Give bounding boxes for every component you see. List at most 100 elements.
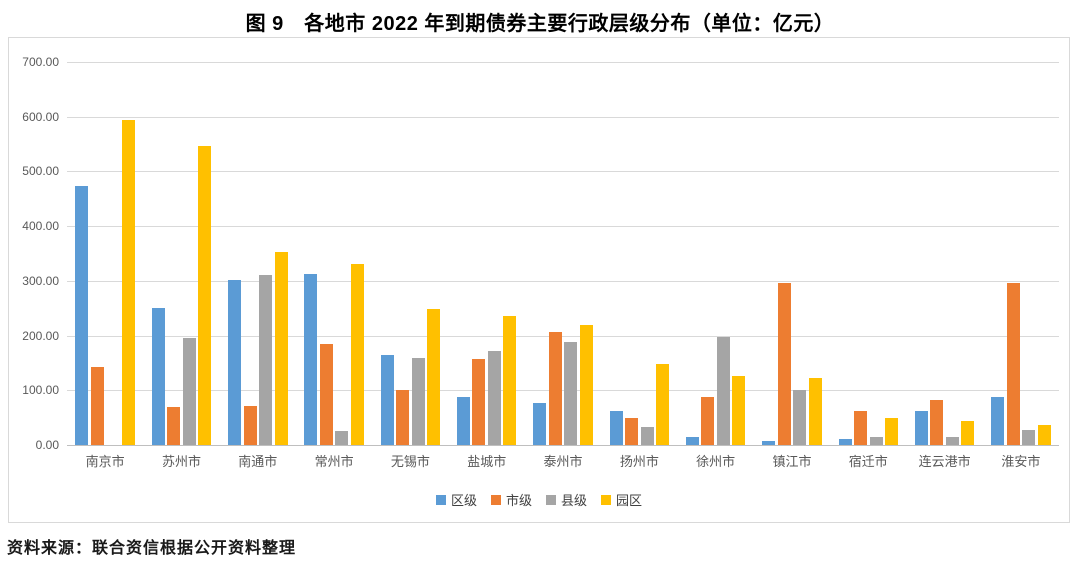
source-note: 资料来源：联合资信根据公开资料整理 (7, 540, 297, 557)
gridline (67, 117, 1059, 118)
bar (854, 411, 868, 445)
bar (75, 186, 89, 445)
x-axis-tick-label: 宿迁市 (848, 454, 888, 469)
chart-panel: 0.00 100.00 200.00 300.00 400.00 500.00 600.00… (8, 37, 1070, 523)
gridline (67, 62, 1059, 63)
x-axis-tick-label: 徐州市 (696, 454, 736, 469)
x-axis-tick-label: 南京市 (85, 454, 125, 469)
bar (961, 420, 975, 445)
legend-item: 园区 (601, 490, 642, 509)
bar (243, 406, 257, 445)
bar (472, 359, 486, 445)
x-axis-tick-label: 盐城市 (467, 454, 507, 469)
y-axis-tick-label: 700.00 (22, 55, 59, 69)
bars-layer (67, 62, 1059, 445)
bar (793, 390, 807, 445)
bar (930, 399, 944, 445)
bar (396, 390, 410, 445)
y-axis-tick-label: 500.00 (22, 164, 59, 178)
bar (151, 307, 165, 445)
x-axis-tick-label: 镇江市 (772, 454, 812, 469)
bar (228, 279, 242, 445)
legend-item: 市级 (490, 490, 532, 509)
bar (167, 406, 181, 445)
y-axis-tick-label: 600.00 (22, 110, 59, 124)
x-axis-tick-label: 无锡市 (390, 454, 430, 469)
bar (656, 364, 670, 445)
legend-label: 园区 (616, 493, 643, 508)
bar (411, 357, 425, 445)
bar-group (906, 62, 982, 445)
bar (762, 441, 776, 445)
bar-group (449, 62, 525, 445)
y-axis-tick-label: 100.00 (22, 383, 59, 397)
bar (304, 274, 318, 445)
gridline (67, 390, 1059, 391)
bar (777, 282, 791, 445)
bar-group (830, 62, 906, 445)
bar (198, 146, 212, 445)
x-axis-tick-label: 常州市 (314, 454, 354, 469)
bar (548, 331, 562, 445)
legend-item: 区级 (435, 490, 477, 509)
gridline (67, 226, 1059, 227)
y-axis-tick-label: 0.00 (35, 438, 59, 452)
bar (259, 274, 273, 445)
bar (503, 315, 517, 445)
bar-group (67, 62, 143, 445)
bar (487, 350, 501, 445)
bar (1006, 282, 1020, 445)
y-axis-tick-label: 400.00 (22, 219, 59, 233)
bar (609, 411, 623, 445)
bar (1022, 430, 1036, 445)
x-axis-tick-label: 连云港市 (918, 454, 971, 469)
bar (716, 337, 730, 445)
bar-group (296, 62, 372, 445)
gridline (67, 171, 1059, 172)
y-axis-tick-label: 300.00 (22, 274, 59, 288)
bar (380, 354, 394, 445)
x-axis-tick-label: 淮安市 (1001, 454, 1041, 469)
bar (90, 366, 104, 445)
bar-group (754, 62, 830, 445)
bar-group (983, 62, 1059, 445)
x-axis-tick-label: 泰州市 (543, 454, 583, 469)
legend-label: 市级 (505, 493, 532, 508)
bar (182, 338, 196, 445)
y-axis-tick-label: 200.00 (22, 329, 59, 343)
bar (914, 410, 928, 445)
x-axis-tick-label: 苏州市 (161, 454, 201, 469)
legend-label: 区级 (450, 493, 477, 508)
bar (335, 431, 349, 445)
legend-item: 县级 (546, 490, 587, 509)
bar-group (525, 62, 601, 445)
chart-title: 图 9 各地市 2022 年到期债券主要行政层级分布（单位：亿元） (245, 13, 835, 35)
bar (456, 396, 470, 445)
bar (838, 439, 852, 445)
bar (564, 342, 578, 445)
bar (945, 437, 959, 445)
bar (579, 325, 593, 445)
x-axis-tick-label: 扬州市 (619, 454, 659, 469)
bar (808, 377, 822, 445)
bar-group (372, 62, 448, 445)
bar (885, 417, 899, 445)
bar (732, 376, 746, 445)
bar (533, 402, 547, 445)
legend-swatch-icon (435, 494, 446, 505)
legend-label: 县级 (561, 493, 588, 508)
plot-area: 0.00 100.00 200.00 300.00 400.00 500.00 600.00… (22, 55, 1059, 469)
bar (274, 252, 288, 445)
x-axis-tick-label: 南通市 (238, 454, 278, 469)
bar (121, 120, 135, 445)
x-axis-line (67, 445, 1059, 446)
legend-swatch-icon (490, 494, 501, 505)
bar (991, 397, 1005, 445)
legend-swatch-icon (601, 494, 612, 505)
bar (869, 437, 883, 445)
bar (685, 437, 699, 445)
legend-swatch-icon (546, 494, 556, 505)
gridline (67, 281, 1059, 282)
bar-group (678, 62, 754, 445)
